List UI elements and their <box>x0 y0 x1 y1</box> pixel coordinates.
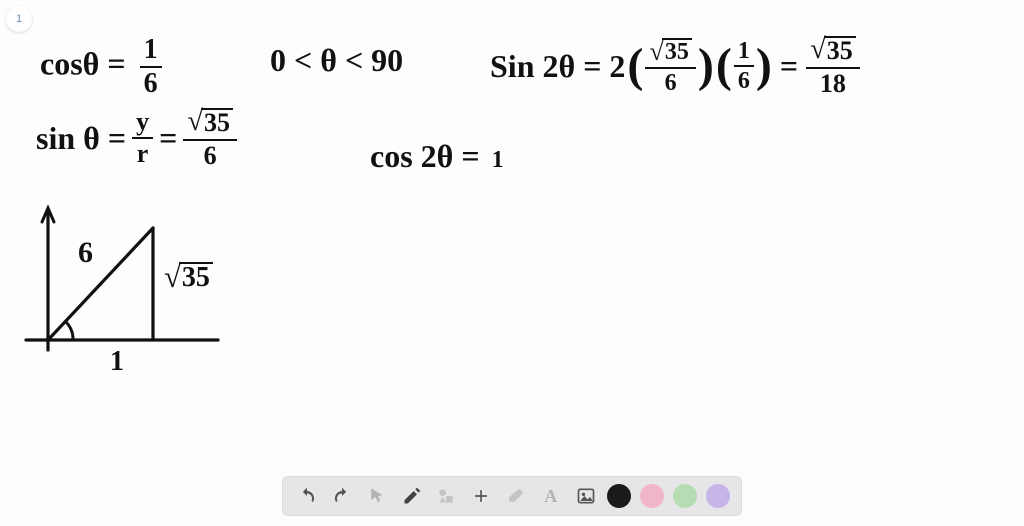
pencil-tool[interactable] <box>399 483 425 509</box>
eq-cos-theta-lhs: cosθ = <box>40 45 126 81</box>
eq-sin-2theta-p1-den: 6 <box>661 69 681 95</box>
page-badge-value: 1 <box>16 13 22 25</box>
triangle-opp-label-arg: 35 <box>179 262 213 292</box>
undo-button[interactable] <box>294 483 320 509</box>
eq-sin-2theta-p2-den: 6 <box>734 67 754 93</box>
eq-sin-2theta-r-num-arg: 35 <box>824 36 856 64</box>
eq-cos-2theta-lhs: cos 2θ = <box>370 138 480 174</box>
image-icon <box>576 486 596 506</box>
eq-sin-theta-f1-num: y <box>132 109 153 139</box>
image-tool[interactable] <box>573 483 599 509</box>
eraser-tool[interactable] <box>503 483 529 509</box>
shapes-icon <box>436 486 456 506</box>
eraser-icon <box>506 486 526 506</box>
eq-cos-2theta-rhs: 1 <box>492 147 504 173</box>
triangle-adj-label: 1 <box>110 348 124 376</box>
eq-cos-theta: cosθ = 1 6 <box>40 36 162 98</box>
eq-sin-theta: sin θ = y r = √35 6 <box>36 108 237 169</box>
add-tool[interactable] <box>468 483 494 509</box>
undo-icon <box>297 486 317 506</box>
eq-sin-2theta-p2-num: 1 <box>734 39 754 67</box>
eq-sin-theta-f2-den: 6 <box>200 141 221 169</box>
color-swatch-black[interactable] <box>607 484 631 508</box>
eq-sin-theta-f2-num-arg: 35 <box>201 108 233 136</box>
pencil-icon <box>402 486 422 506</box>
pointer-tool[interactable] <box>364 483 390 509</box>
eq-theta-range-text: 0 < θ < 90 <box>270 42 403 78</box>
eq-sin-theta-f1-den: r <box>133 139 153 167</box>
eq-sin-2theta-r-den: 18 <box>816 69 850 97</box>
eq-sin-2theta-p1-num-arg: 35 <box>662 38 692 64</box>
shapes-tool[interactable] <box>433 483 459 509</box>
eq-sin-2theta-eq: = <box>780 50 798 82</box>
eq-cos-theta-num: 1 <box>140 36 162 68</box>
redo-icon <box>332 486 352 506</box>
text-tool-label: A <box>544 486 557 507</box>
eq-theta-range: 0 < θ < 90 <box>270 44 403 76</box>
triangle-opp-label: √35 <box>164 262 213 293</box>
plus-icon <box>471 486 491 506</box>
pointer-icon <box>367 486 387 506</box>
eq-cos-2theta: cos 2θ = 1 <box>370 140 504 172</box>
color-swatch-green[interactable] <box>673 484 697 508</box>
color-swatch-pink[interactable] <box>640 484 664 508</box>
eq-sin-2theta: Sin 2θ = 2 ( √35 6 ) ( 1 6 ) = √35 18 <box>490 36 860 97</box>
color-swatch-purple[interactable] <box>706 484 730 508</box>
page-badge: 1 <box>6 6 32 32</box>
text-tool[interactable]: A <box>538 483 564 509</box>
eq-sin-theta-lhs: sin θ = <box>36 122 126 154</box>
drawing-toolbar: A <box>282 476 742 516</box>
redo-button[interactable] <box>329 483 355 509</box>
eq-sin-2theta-lhs: Sin 2θ = 2 <box>490 50 625 82</box>
triangle-hyp-label: 6 <box>78 238 93 268</box>
eq-cos-theta-den: 6 <box>140 68 162 98</box>
eq-sin-theta-eq: = <box>159 122 177 154</box>
